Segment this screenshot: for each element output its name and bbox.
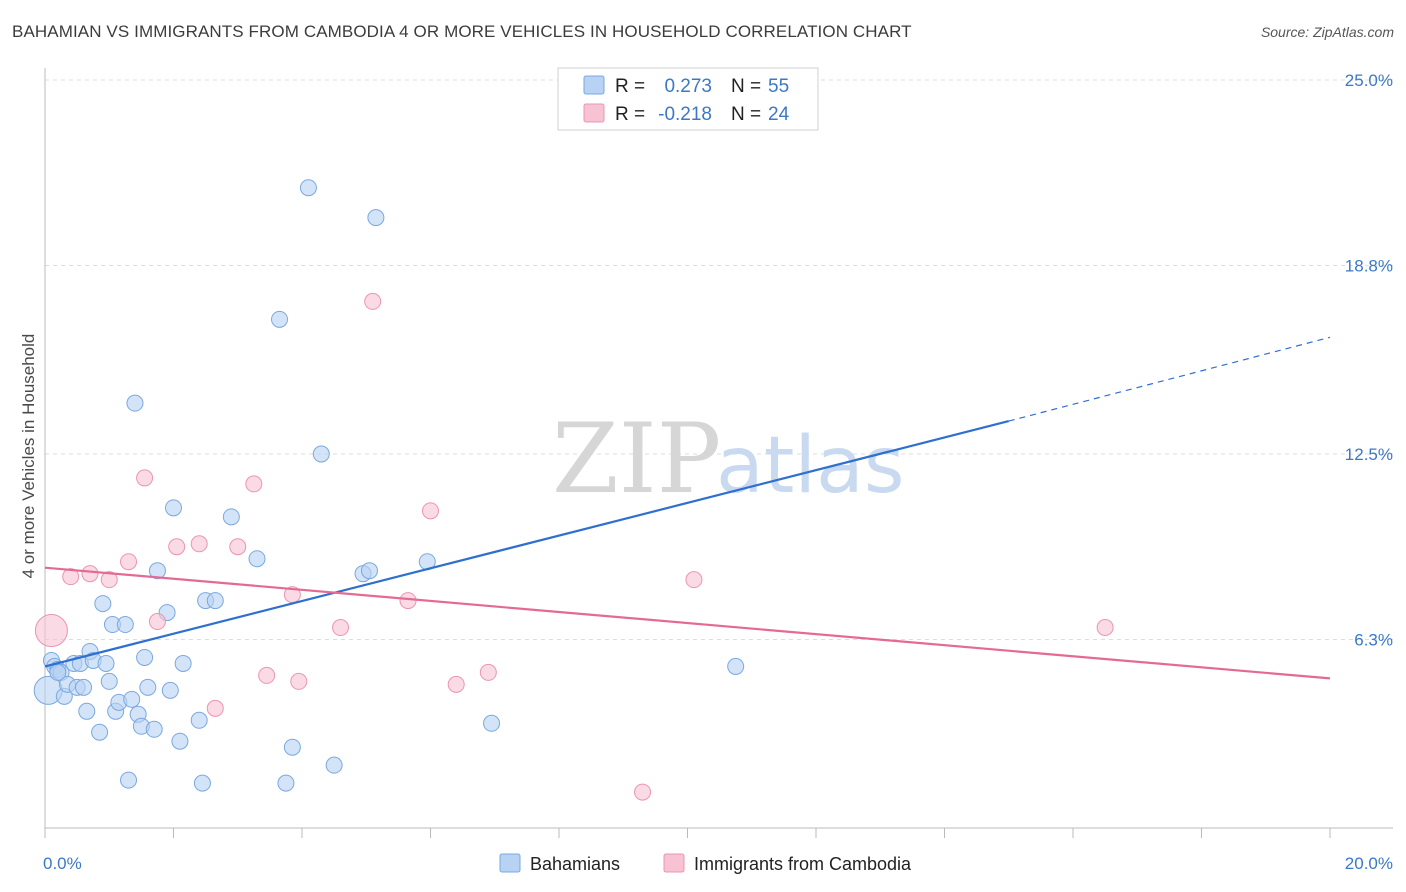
point-blue-47 <box>325 756 343 774</box>
point-blue-28 <box>139 678 157 696</box>
trend-lines <box>44 336 1331 680</box>
point-pink-4 <box>120 553 138 571</box>
point-blue-46 <box>312 445 330 463</box>
point-blue-27 <box>136 648 154 666</box>
point-pink-23 <box>1096 619 1114 637</box>
point-blue-10 <box>75 678 93 696</box>
trend-line-pink <box>44 566 1331 680</box>
point-blue-30 <box>148 562 166 580</box>
chart-source: Source: ZipAtlas.com <box>1260 24 1394 40</box>
legend-n-value-2: 24 <box>768 104 790 125</box>
bottom-legend-swatch-cambodia <box>663 853 685 873</box>
point-blue-34 <box>171 732 189 750</box>
point-pink-5 <box>136 469 154 487</box>
point-blue-42 <box>271 310 289 328</box>
point-pink-20 <box>479 663 497 681</box>
point-blue-24 <box>126 394 144 412</box>
point-pink-21 <box>634 783 652 801</box>
point-blue-15 <box>94 595 112 613</box>
point-blue-44 <box>283 738 301 756</box>
point-pink-10 <box>229 538 247 556</box>
point-blue-45 <box>299 179 317 197</box>
point-pink-22 <box>685 571 703 589</box>
point-blue-33 <box>165 499 182 517</box>
point-pink-7 <box>168 538 186 556</box>
bottom-legend-label-cambodia: Immigrants from Cambodia <box>694 854 912 874</box>
point-blue-40 <box>222 508 240 526</box>
point-blue-23 <box>123 690 141 708</box>
point-pink-8 <box>190 535 208 553</box>
point-blue-29 <box>145 720 163 738</box>
legend-swatch-bahamians <box>583 75 605 95</box>
x-tick-label-0: 0.0% <box>43 854 82 873</box>
point-blue-16 <box>97 654 115 672</box>
watermark: ZIP atlas <box>552 403 905 515</box>
legend-n-label-1: N = <box>731 76 761 97</box>
point-pink-11 <box>245 475 263 493</box>
trend-line-blue-extension <box>1008 336 1331 422</box>
point-pink-6 <box>148 613 166 631</box>
point-pink-1 <box>62 568 80 586</box>
point-blue-21 <box>116 616 134 634</box>
grid-lines <box>45 79 1393 641</box>
legend-r-value-1: 0.273 <box>664 76 712 97</box>
point-blue-52 <box>483 714 501 732</box>
legend-r-value-2: -0.218 <box>658 104 712 125</box>
watermark-atlas: atlas <box>716 421 905 511</box>
x-tick-label-1: 20.0% <box>1345 854 1393 873</box>
point-blue-14 <box>91 723 109 741</box>
bottom-legend-swatch-bahamians <box>499 853 521 873</box>
trend-line-blue <box>44 420 1010 668</box>
point-blue-43 <box>277 774 295 792</box>
point-pink-3 <box>100 571 118 589</box>
watermark-zip: ZIP <box>552 403 721 515</box>
point-pink-9 <box>206 699 224 717</box>
point-pink-0 <box>34 614 68 648</box>
y-tick-label-2: 18.8% <box>1345 257 1393 276</box>
y-tick-label-3: 25.0% <box>1345 71 1393 90</box>
point-pink-17 <box>399 592 417 610</box>
y-axis-label: 4 or more Vehicles in Household <box>19 334 38 579</box>
scatter-points <box>33 179 1114 801</box>
legend-swatch-cambodia <box>583 103 605 123</box>
point-pink-18 <box>422 502 439 520</box>
point-blue-37 <box>193 774 211 792</box>
point-blue-11 <box>78 702 96 720</box>
legend-r-label-1: R = <box>615 76 645 97</box>
point-pink-12 <box>258 666 276 684</box>
point-blue-17 <box>100 672 118 690</box>
point-pink-16 <box>364 292 382 310</box>
point-blue-53 <box>727 657 745 675</box>
point-blue-35 <box>174 654 192 672</box>
point-pink-14 <box>290 672 308 690</box>
y-tick-label-1: 12.5% <box>1345 445 1393 464</box>
point-blue-54 <box>49 663 67 681</box>
point-blue-22 <box>120 771 138 789</box>
chart-title: BAHAMIAN VS IMMIGRANTS FROM CAMBODIA 4 O… <box>12 22 912 41</box>
x-tick-labels: 0.0% 20.0% <box>43 854 1393 873</box>
point-blue-50 <box>367 209 385 227</box>
legend-r-label-2: R = <box>615 104 645 125</box>
y-tick-labels: 6.3% 12.5% 18.8% 25.0% <box>1345 71 1393 650</box>
point-blue-49 <box>360 562 378 580</box>
legend-n-value-1: 55 <box>768 76 789 97</box>
point-blue-32 <box>161 681 179 699</box>
bottom-legend: Bahamians Immigrants from Cambodia <box>499 853 912 874</box>
legend-box: R = 0.273 N = 55 R = -0.218 N = 24 <box>557 67 819 131</box>
point-pink-2 <box>81 565 99 583</box>
point-blue-39 <box>206 592 224 610</box>
point-blue-36 <box>190 711 208 729</box>
point-pink-19 <box>447 675 465 693</box>
x-ticks <box>44 828 1331 838</box>
point-pink-15 <box>332 619 350 637</box>
bottom-legend-label-bahamians: Bahamians <box>530 854 620 874</box>
y-tick-label-0: 6.3% <box>1354 631 1393 650</box>
point-blue-41 <box>248 550 266 568</box>
legend-n-label-2: N = <box>731 104 761 125</box>
